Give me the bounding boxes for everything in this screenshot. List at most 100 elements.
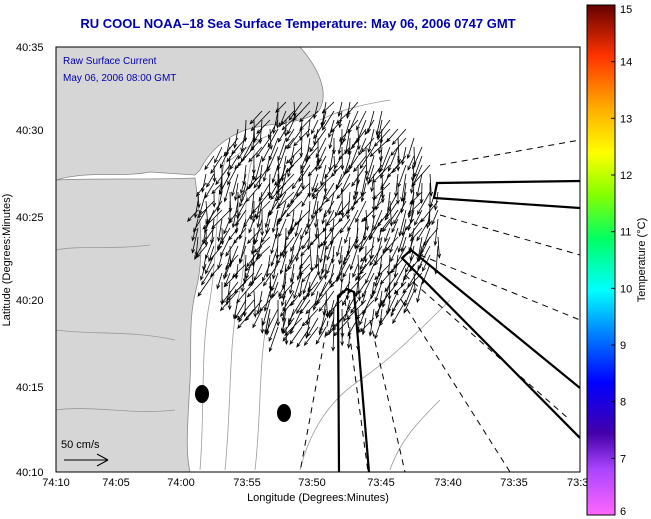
current-arrow: [314, 245, 319, 270]
current-arrow: [346, 101, 359, 116]
current-arrow: [319, 191, 327, 213]
current-arrow: [382, 209, 399, 233]
current-arrow: [378, 137, 383, 155]
current-arrow: [237, 308, 255, 329]
current-arrow: [389, 227, 399, 254]
current-arrow: [245, 173, 263, 191]
current-vector-field: [187, 101, 442, 353]
current-arrow: [277, 128, 287, 143]
current-arrow: [299, 263, 311, 276]
current-arrow: [433, 191, 439, 211]
current-arrow: [387, 191, 399, 212]
current-arrow: [326, 254, 335, 275]
current-arrow: [390, 137, 407, 157]
station-marker: [195, 385, 209, 403]
current-arrow: [318, 155, 327, 170]
current-arrow: [328, 119, 335, 139]
current-arrow: [328, 263, 335, 286]
current-arrow: [285, 146, 303, 165]
current-arrow: [286, 128, 303, 150]
current-arrow: [385, 299, 391, 316]
current-arrow: [218, 173, 231, 195]
y-axis: 40:35 40:30 40:25 40:20 40:15 40:10 Lati…: [1, 42, 44, 479]
current-arrow: [224, 254, 239, 270]
current-arrow: [268, 281, 273, 300]
current-arrow: [275, 191, 295, 210]
current-arrow: [375, 299, 383, 319]
x-tick-label: 74:00: [167, 477, 195, 489]
current-arrow: [253, 200, 271, 219]
current-arrow: [384, 227, 391, 243]
current-arrow: [411, 164, 415, 183]
current-arrow: [393, 200, 407, 225]
current-arrow: [374, 263, 391, 281]
current-arrow: [271, 209, 279, 234]
station-marker: [277, 404, 291, 422]
current-arrow: [262, 299, 271, 327]
current-arrow: [333, 155, 337, 175]
current-arrow: [331, 326, 336, 352]
current-arrow: [377, 155, 383, 174]
current-arrow: [253, 164, 271, 189]
current-arrow: [391, 155, 407, 174]
current-arrow: [352, 182, 359, 201]
current-arrow: [275, 182, 295, 202]
current-arrow: [313, 200, 319, 229]
current-arrow: [301, 236, 311, 250]
current-arrow: [325, 209, 343, 227]
current-arrow: [196, 191, 201, 209]
y-tick-label: 40:10: [16, 467, 44, 479]
current-arrow: [344, 128, 351, 155]
current-arrow: [316, 254, 321, 277]
current-arrow: [356, 110, 367, 131]
current-arrow: [379, 263, 399, 285]
current-arrow: [343, 236, 359, 263]
current-arrow: [351, 128, 367, 150]
current-arrow: [239, 191, 247, 208]
current-arrow: [377, 227, 383, 243]
current-arrow: [419, 182, 424, 205]
current-arrow: [284, 326, 289, 346]
current-arrow: [431, 209, 439, 226]
current-arrow: [231, 173, 239, 197]
current-arrow: [279, 254, 287, 275]
current-arrow: [280, 110, 295, 126]
current-arrow: [347, 137, 359, 155]
current-arrow: [319, 317, 327, 333]
current-arrow: [215, 164, 231, 186]
temperature-colorbar: 15 14 13 12 11 10 9 8 7 6 Temperature (°C): [586, 4, 648, 518]
current-arrow: [283, 119, 288, 138]
current-arrow: [204, 155, 215, 171]
current-arrow: [281, 110, 303, 131]
current-arrow: [205, 254, 215, 275]
current-arrow: [229, 155, 239, 170]
current-arrow: [376, 119, 391, 139]
current-arrow: [384, 200, 399, 221]
current-arrow: [314, 173, 335, 193]
colorbar-tick-label: 9: [620, 340, 626, 352]
current-arrow: [422, 263, 431, 285]
current-arrow: [270, 182, 287, 201]
current-arrow: [347, 272, 367, 294]
current-arrow: [355, 263, 367, 282]
current-arrow: [357, 272, 362, 302]
current-arrow: [244, 254, 263, 272]
current-arrow: [416, 218, 431, 242]
current-arrow: [360, 245, 375, 263]
colorbar-tick-label: 12: [620, 170, 632, 182]
current-arrow: [210, 155, 223, 175]
current-arrow: [260, 317, 265, 335]
current-arrow: [263, 290, 271, 312]
current-arrow: [291, 173, 303, 190]
current-arrow: [434, 245, 439, 275]
current-arrow: [369, 137, 391, 158]
current-arrow: [260, 209, 265, 237]
current-arrow: [306, 146, 319, 161]
current-arrow: [360, 137, 375, 153]
current-arrow: [305, 209, 319, 236]
x-tick-label: 73:40: [434, 477, 462, 489]
land-long-island: [56, 47, 324, 181]
current-arrow: [408, 236, 415, 253]
current-arrow: [223, 182, 231, 203]
